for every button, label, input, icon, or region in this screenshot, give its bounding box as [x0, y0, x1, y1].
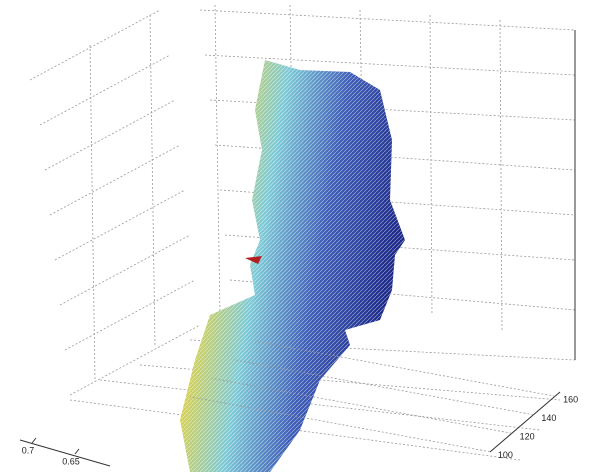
x-tick-label: 0.7: [22, 445, 35, 455]
x-tick-label: 0.65: [62, 456, 80, 466]
x-tick: [75, 449, 79, 454]
y-tick-label: 160: [563, 395, 578, 405]
x-tick: [32, 438, 36, 443]
y-tick-label: 140: [541, 413, 556, 423]
y-tick-label: 120: [520, 432, 535, 442]
y-tick-label: 100: [498, 450, 513, 460]
face-mesh: [180, 60, 405, 472]
chart: 0.750.70.65160140120100: [0, 0, 592, 472]
